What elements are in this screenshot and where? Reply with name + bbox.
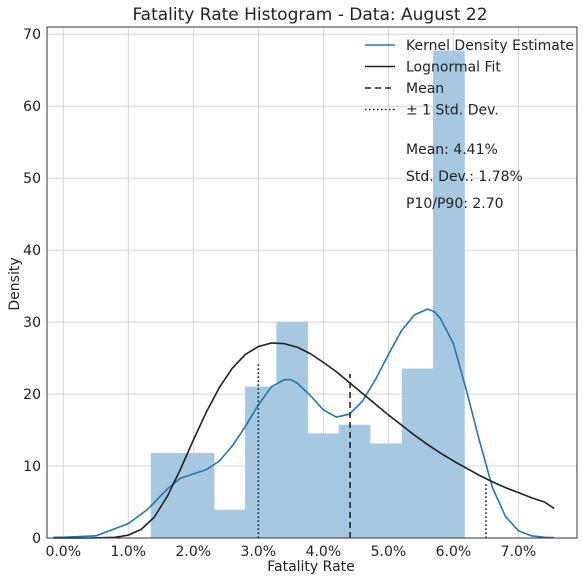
y-tick-label-7: 70 (23, 27, 41, 43)
histogram-bar-5 (338, 424, 371, 539)
grid (47, 27, 577, 539)
histogram-bar-4 (307, 433, 340, 539)
x-tick-label-1: 1.0% (110, 544, 146, 560)
y-tick-label-6: 60 (23, 99, 41, 115)
x-tick-label-7: 7.0% (501, 544, 537, 560)
vertical-lines (257, 363, 487, 538)
histogram-bars (150, 50, 465, 539)
stat-annotation-2: P10/P90: 2.70 (406, 196, 504, 212)
series-line-lognormal-fit (53, 342, 555, 539)
stat-annotation-1: Std. Dev.: 1.78% (406, 169, 523, 185)
legend: Kernel Density Estimate Lognormal Fit Mean… (365, 38, 574, 119)
y-tick-label-4: 40 (23, 243, 41, 259)
histogram-bar-7 (401, 368, 434, 539)
chart-title: Fatality Rate Histogram - Data: August 2… (132, 5, 487, 25)
stats-annotations: Mean: 4.41% Std. Dev.: 1.78% P10/P90: 2.70 (406, 142, 523, 212)
series-line-kernel-density-estimate (53, 308, 555, 539)
y-tick-label-5: 50 (23, 171, 41, 187)
x-tick-label-2: 2.0% (176, 544, 212, 560)
x-tick-label-0: 0.0% (45, 544, 81, 560)
y-tick-label-1: 10 (23, 459, 41, 475)
x-tick-label-3: 3.0% (241, 544, 277, 560)
histogram-bar-2 (245, 386, 277, 539)
stat-annotation-0: Mean: 4.41% (406, 142, 498, 158)
x-axis-ticks: 0.0% 1.0% 2.0% 3.0% 4.0% 5.0% 6.0% 7.0% (45, 544, 536, 560)
x-axis-label: Fatality Rate (267, 559, 355, 575)
y-tick-label-0: 0 (32, 531, 41, 547)
legend-label-3: ± 1 Std. Dev. (406, 103, 499, 119)
plot-frame (46, 26, 578, 539)
histogram-bar-3 (276, 321, 309, 539)
y-tick-label-2: 20 (23, 387, 41, 403)
x-tick-label-5: 5.0% (371, 544, 407, 560)
x-tick-label-6: 6.0% (436, 544, 472, 560)
y-axis-label: Density (7, 257, 23, 310)
curves (53, 308, 555, 539)
y-axis-ticks: 0 10 20 30 40 50 60 70 (23, 27, 41, 547)
y-tick-label-3: 30 (23, 315, 41, 331)
legend-label-1: Lognormal Fit (406, 60, 501, 76)
legend-label-2: Mean (406, 81, 444, 97)
histogram-bar-6 (369, 443, 403, 539)
histogram-bar-1 (213, 509, 246, 539)
x-tick-label-4: 4.0% (306, 544, 342, 560)
legend-label-0: Kernel Density Estimate (406, 38, 574, 54)
